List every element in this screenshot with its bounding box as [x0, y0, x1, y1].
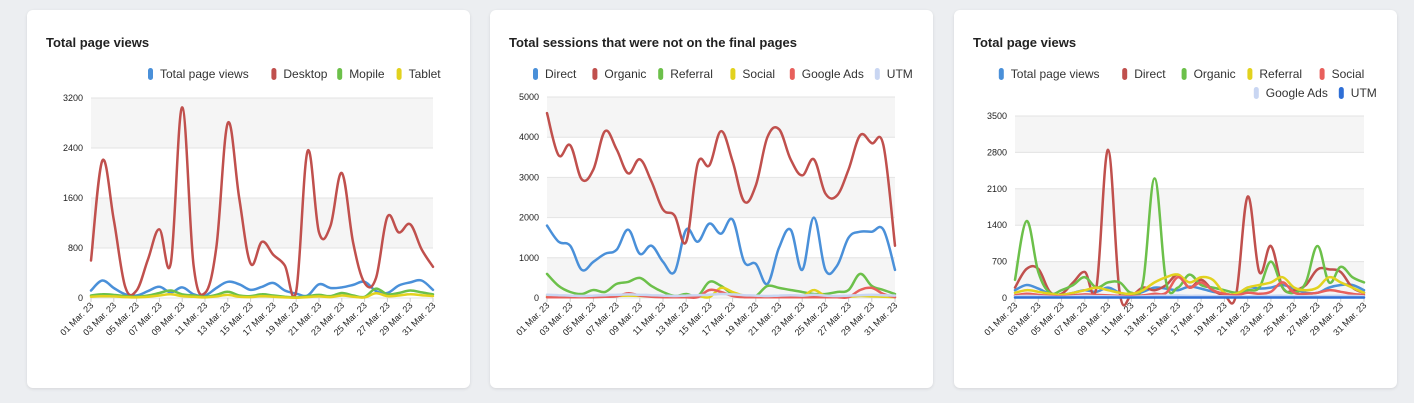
legend-label: Total page views — [1011, 67, 1100, 81]
series-line-direct — [545, 216, 897, 286]
chart-title: Total sessions that were not on the fina… — [509, 35, 797, 50]
y-tick-label: 0 — [534, 293, 539, 303]
legend-item[interactable]: Referral — [1247, 67, 1302, 81]
legend-swatch — [730, 68, 736, 80]
y-tick-label: 700 — [992, 257, 1007, 267]
legend-item[interactable]: UTM — [874, 67, 913, 81]
legend-item[interactable]: Referral — [658, 67, 713, 81]
y-tick-label: 1400 — [987, 220, 1007, 230]
y-tick-label: 2100 — [987, 184, 1007, 194]
legend-label: Mopile — [349, 67, 385, 81]
legend-item[interactable]: Social — [1319, 67, 1365, 81]
legend-label: Direct — [1134, 67, 1166, 81]
legend-item[interactable]: Organic — [592, 67, 646, 81]
series-line-utm — [545, 292, 897, 298]
legend-swatch — [271, 68, 277, 80]
chart-card-3: Total page views 0 700 1400 2100 2800 3500 01 … — [954, 10, 1397, 388]
y-tick-label: 0 — [78, 293, 83, 303]
y-tick-label: 2800 — [987, 147, 1007, 157]
legend-swatch — [874, 68, 880, 80]
grid-band — [91, 98, 433, 148]
legend-swatch — [658, 68, 664, 80]
chart-title: Total page views — [46, 35, 150, 50]
legend-label: Referral — [670, 67, 713, 81]
legend-swatch — [592, 68, 598, 80]
legend-swatch — [789, 68, 795, 80]
legend-label: Social — [742, 67, 775, 81]
legend-item[interactable]: Google Ads — [789, 67, 864, 81]
series-line-referral — [1013, 273, 1366, 297]
series-line-total-page-views — [89, 278, 435, 298]
y-tick-label: 2000 — [519, 213, 539, 223]
legend-swatch — [337, 68, 343, 80]
legend-swatch — [148, 68, 153, 80]
chart-card-1: Total page views 0 800 1600 2400 3200 01 Mar.… — [27, 10, 470, 388]
chart-title: Total page views — [973, 35, 1077, 50]
legend-label: UTM — [1351, 86, 1377, 100]
legend-swatch — [533, 68, 538, 80]
legend-swatch — [1122, 68, 1128, 80]
legend-label: Desktop — [283, 67, 327, 81]
y-tick-label: 800 — [68, 243, 83, 253]
legend-label: Google Ads — [802, 67, 864, 81]
legend-label: Social — [1332, 67, 1365, 81]
legend-item[interactable]: Total page views — [148, 67, 249, 81]
legend-swatch — [1247, 68, 1253, 80]
legend-label: Direct — [545, 67, 577, 81]
legend-item[interactable]: UTM — [1338, 86, 1377, 100]
y-tick-label: 3200 — [63, 93, 83, 103]
legend-label: Total page views — [160, 67, 249, 81]
legend-item[interactable]: Tablet — [396, 67, 442, 81]
y-tick-label: 3000 — [519, 172, 539, 182]
series-line-referral — [545, 272, 897, 299]
legend-swatch — [1253, 87, 1259, 99]
legend-swatch — [396, 68, 402, 80]
legend-label: Referral — [1259, 67, 1302, 81]
series-line-organic — [1013, 177, 1366, 297]
legend-item[interactable]: Organic — [1181, 67, 1236, 81]
legend-item[interactable]: Total page views — [998, 67, 1100, 81]
legend-label: Organic — [1194, 67, 1236, 81]
y-tick-label: 4000 — [519, 132, 539, 142]
legend-swatch — [1181, 68, 1187, 80]
series-line-organic — [545, 111, 897, 247]
y-tick-label: 0 — [1002, 293, 1007, 303]
legend-label: Organic — [604, 67, 646, 81]
legend-label: Google Ads — [1266, 86, 1328, 100]
series-line-tablet — [89, 292, 435, 299]
grid-band — [1015, 188, 1364, 226]
grid-band — [91, 198, 433, 248]
legend-item[interactable]: Direct — [533, 67, 577, 81]
y-tick-label: 1600 — [63, 193, 83, 203]
legend-label: UTM — [887, 67, 913, 81]
legend-item[interactable]: Social — [730, 67, 775, 81]
series-line-mopile — [89, 287, 435, 299]
y-tick-label: 3500 — [987, 111, 1007, 121]
legend-item[interactable]: Google Ads — [1253, 86, 1328, 100]
legend-item[interactable]: Direct — [1122, 67, 1166, 81]
y-tick-label: 1000 — [519, 253, 539, 263]
series-line-desktop — [89, 106, 435, 299]
legend-label: Tablet — [409, 67, 442, 81]
grid-band — [1015, 116, 1364, 153]
legend-swatch — [998, 68, 1004, 80]
y-tick-label: 2400 — [63, 143, 83, 153]
y-tick-label: 5000 — [519, 92, 539, 102]
legend-swatch — [1319, 68, 1325, 80]
legend-item[interactable]: Desktop — [271, 67, 328, 81]
legend-item[interactable]: Mopile — [337, 67, 385, 81]
chart-card-2: Total sessions that were not on the fina… — [490, 10, 933, 388]
grid-band — [547, 177, 895, 218]
legend-swatch — [1338, 87, 1344, 99]
